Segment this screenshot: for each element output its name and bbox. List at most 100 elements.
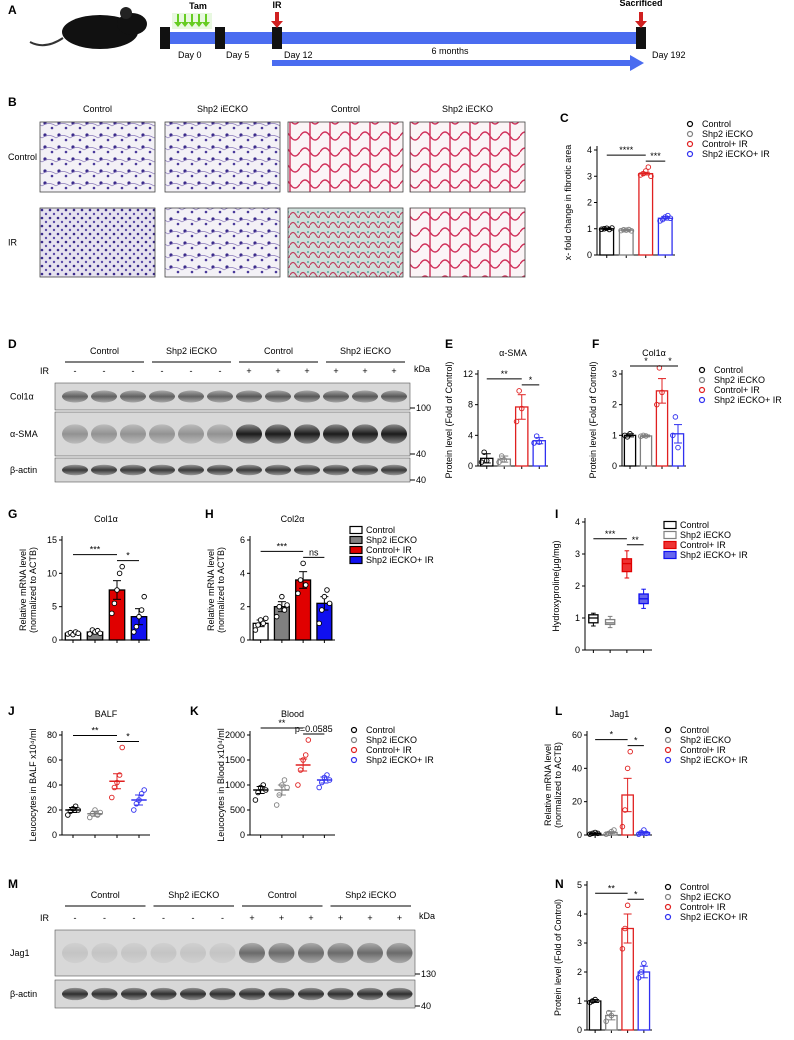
band (268, 987, 295, 1001)
significance-label: ** (278, 718, 286, 728)
ir-sign: + (391, 366, 396, 376)
significance-label: *** (277, 541, 288, 551)
data-point (589, 830, 596, 837)
data-point (141, 787, 147, 793)
data-point (119, 563, 125, 570)
data-point (138, 607, 145, 613)
band (150, 987, 177, 1001)
significance-label: * (126, 732, 130, 742)
legend-marker (664, 903, 672, 911)
y-tick-label: 4 (575, 517, 580, 527)
significance-label: ** (501, 369, 509, 379)
y-tick-label: 0 (468, 461, 473, 471)
data-point (281, 607, 288, 613)
ir-sign: - (132, 366, 135, 376)
y-axis-label: Protein level (Fold of Control) (553, 899, 563, 1016)
data-point (622, 807, 628, 813)
data-point (305, 737, 312, 743)
legend-label: Shp2 iECKO (366, 535, 417, 545)
ir-sign: + (397, 913, 402, 923)
y-tick-label: 1 (612, 430, 617, 440)
data-point (276, 792, 283, 798)
y-tick-label: 2 (240, 602, 245, 612)
data-point (635, 975, 642, 981)
band (207, 464, 233, 476)
row-label: β-actin (10, 989, 37, 999)
data-point (496, 459, 502, 465)
micrograph (164, 207, 281, 278)
timeline-block (636, 27, 646, 49)
group-label: Control (268, 890, 297, 900)
band (178, 390, 204, 403)
data-point (516, 388, 522, 394)
data-point (620, 227, 627, 233)
data-point (618, 227, 624, 234)
data-point (659, 389, 665, 396)
band (357, 942, 383, 964)
ir-sign: - (162, 913, 165, 923)
y-axis-label: x- fold change in fibrotic area (563, 145, 573, 261)
data-point (65, 812, 71, 818)
bar (639, 435, 653, 467)
timeline-bar (160, 32, 640, 44)
mouse-icon (29, 7, 147, 49)
band (62, 987, 88, 1001)
micrograph (39, 121, 156, 193)
band (386, 942, 413, 964)
box (588, 614, 599, 624)
y-tick-label: 4 (577, 909, 582, 919)
data-point (645, 164, 652, 170)
data-point (624, 765, 631, 772)
legend-marker (664, 736, 672, 744)
legend-swatch (349, 545, 363, 555)
panel-letter: N (555, 877, 564, 891)
data-point (643, 168, 649, 174)
data-point (255, 789, 261, 796)
legend-label: Control (366, 525, 395, 535)
data-point (114, 779, 120, 786)
legend-swatch (349, 555, 363, 565)
ir-sign: - (161, 366, 164, 376)
micrograph (409, 121, 526, 193)
y-tick-label: 0 (612, 461, 617, 471)
panel-letter: G (8, 507, 17, 521)
chart-title: α-SMA (499, 348, 527, 358)
data-point (281, 777, 288, 783)
y-tick-label: 0 (240, 830, 245, 840)
data-point (641, 960, 647, 967)
bar (295, 579, 312, 641)
legend-marker (664, 883, 672, 891)
legend-marker (350, 746, 358, 754)
significance-label: * (126, 551, 130, 561)
row-label: IR (8, 238, 18, 248)
significance-label: *** (650, 151, 661, 161)
timeline-block (272, 27, 282, 49)
band (323, 424, 349, 444)
y-tick-label: 2000 (225, 730, 245, 740)
bar (657, 217, 673, 256)
legend-marker (350, 736, 358, 744)
significance-label: *** (90, 545, 101, 555)
data-point (295, 782, 301, 788)
day-label: Day 5 (226, 50, 250, 60)
y-axis-label: Protein level (Fold of Control) (444, 361, 454, 478)
data-point (97, 630, 103, 637)
data-point (297, 577, 304, 583)
band (268, 942, 295, 964)
data-point (260, 782, 266, 788)
y-tick-label: 0 (52, 635, 57, 645)
band (327, 987, 354, 1001)
data-point (601, 225, 607, 232)
data-point (116, 570, 123, 577)
y-axis-label: Leucocytes in Blood x10⁴/ml (216, 728, 226, 841)
y-axis-label: (normalized to ACTB) (553, 742, 563, 828)
band (298, 942, 324, 964)
legend-marker (686, 130, 694, 138)
data-point (276, 603, 283, 610)
data-point (628, 228, 635, 234)
data-point (131, 807, 137, 813)
legend-label: Shp2 iECKO (680, 735, 731, 745)
y-tick-label: 0 (577, 830, 582, 840)
sacrifice-arrow (635, 12, 647, 28)
panel-letter: D (8, 337, 17, 351)
